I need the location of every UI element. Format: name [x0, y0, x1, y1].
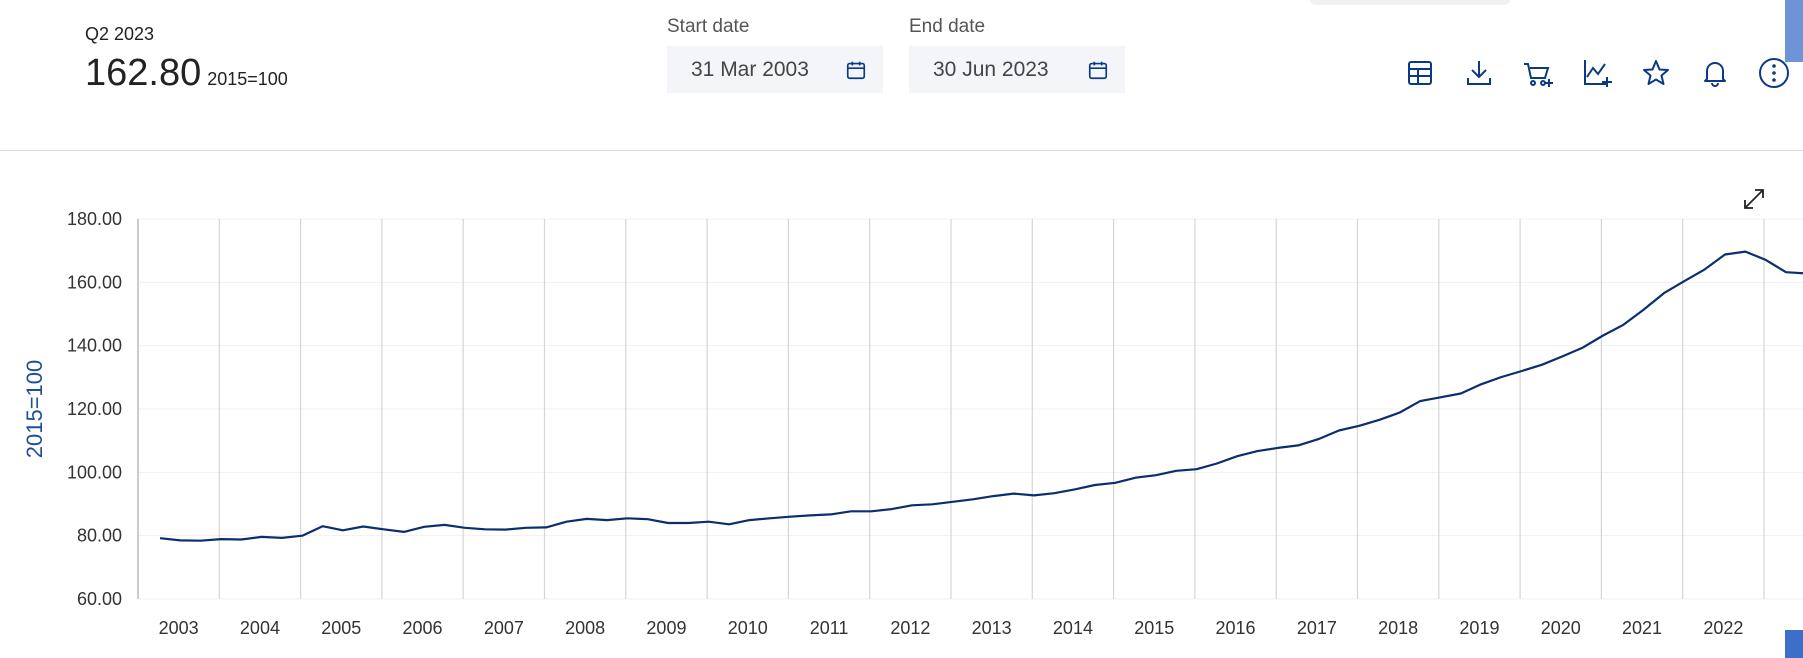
line-chart: 60.00 80.00 100.00 120.00 140.00 160.00 180.00… [22, 209, 1803, 638]
calendar-icon[interactable] [1087, 59, 1109, 81]
series-line [159, 250, 1803, 542]
latest-value-unit: 2015=100 [207, 69, 288, 89]
y-tick-label: 160.00 [67, 272, 122, 292]
y-axis-title: 2015=100 [22, 360, 47, 459]
x-tick-label: 2019 [1459, 618, 1499, 638]
x-tick-label: 2014 [1053, 618, 1093, 638]
calendar-icon[interactable] [845, 59, 867, 81]
more-options-button[interactable] [1744, 54, 1803, 92]
end-date-value: 30 Jun 2023 [933, 57, 1049, 81]
side-panel-tab[interactable] [1785, 0, 1803, 62]
x-tick-label: 2009 [646, 618, 686, 638]
start-date-field[interactable]: 31 Mar 2003 [667, 46, 883, 93]
x-tick-label: 2017 [1297, 618, 1337, 638]
x-tick-label: 2015 [1134, 618, 1174, 638]
x-tick-label: 2006 [403, 618, 443, 638]
latest-value: 162.80 2015=100 [85, 52, 288, 95]
table-icon [1407, 61, 1432, 85]
y-tick-label: 180.00 [67, 209, 122, 229]
favorite-button[interactable] [1626, 54, 1685, 92]
download-button[interactable] [1449, 54, 1508, 92]
x-tick-label: 2020 [1541, 618, 1581, 638]
x-tick-label: 2007 [484, 618, 524, 638]
toolbar [1390, 54, 1803, 92]
y-tick-label: 120.00 [67, 399, 122, 419]
table-view-button[interactable] [1390, 54, 1449, 92]
add-to-cart-button[interactable] [1508, 54, 1567, 92]
y-tick-label: 60.00 [77, 589, 122, 609]
cart-add-icon [1523, 63, 1553, 87]
period-label: Q2 2023 [85, 24, 155, 44]
add-chart-button[interactable] [1567, 54, 1626, 92]
x-tick-label: 2016 [1216, 618, 1256, 638]
x-tick-label: 2005 [321, 618, 361, 638]
y-tick-label: 80.00 [77, 526, 122, 546]
x-tick-label: 2018 [1378, 618, 1418, 638]
top-tab-shadow [1310, 0, 1510, 5]
y-tick-label: 140.00 [67, 336, 122, 356]
y-tick-label: 100.00 [67, 462, 122, 482]
download-icon [1466, 61, 1491, 85]
x-tick-label: 2008 [565, 618, 605, 638]
end-date-field[interactable]: 30 Jun 2023 [909, 46, 1125, 93]
x-tick-label: 2013 [972, 618, 1012, 638]
expand-icon[interactable] [1740, 185, 1768, 213]
star-icon [1642, 60, 1669, 85]
start-date-value: 31 Mar 2003 [691, 57, 809, 81]
end-date-label: End date [909, 16, 986, 37]
x-tick-label: 2012 [890, 618, 930, 638]
start-date-label: Start date [667, 16, 750, 37]
header: Q2 2023 162.80 2015=100 Start date 31 Mar… [0, 0, 1803, 151]
x-tick-label: 2003 [159, 618, 199, 638]
x-tick-label: 2004 [240, 618, 280, 638]
more-icon [1758, 58, 1789, 88]
x-tick-label: 2022 [1703, 618, 1743, 638]
notification-button[interactable] [1685, 54, 1744, 92]
x-tick-label: 2011 [810, 618, 849, 638]
latest-value-number: 162.80 [85, 52, 202, 94]
side-panel-tab-bottom[interactable] [1785, 630, 1803, 658]
chart-add-icon [1583, 60, 1612, 87]
x-tick-label: 2010 [728, 618, 768, 638]
x-tick-label: 2021 [1622, 618, 1662, 638]
bell-icon [1703, 62, 1726, 87]
